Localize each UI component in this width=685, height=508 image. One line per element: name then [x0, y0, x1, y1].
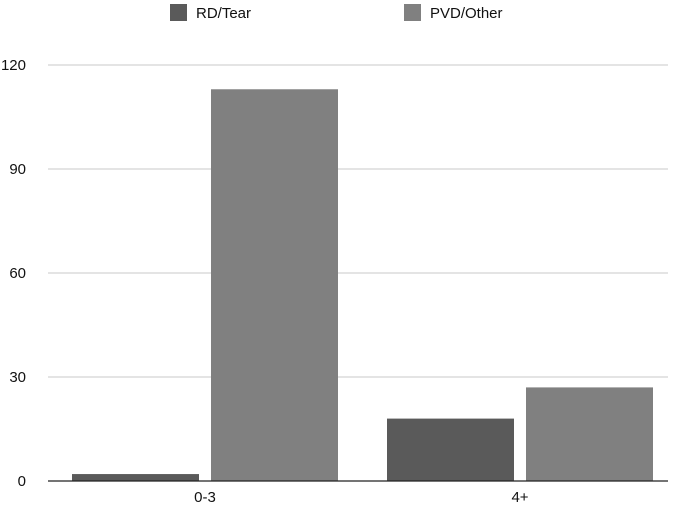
y-tick-label: 30 [9, 369, 26, 386]
bar-rd-tear-03: RD/Tear 0-3: 2 [72, 474, 199, 481]
legend-label: PVD/Other [430, 5, 503, 22]
gridlines [48, 64, 668, 378]
legend: RD/Tear PVD/Other [170, 4, 503, 22]
axes: 0 30 60 90 120 0-3 4+ [1, 57, 668, 506]
x-tick-label: 4+ [511, 489, 528, 506]
y-tick-label: 120 [1, 57, 26, 74]
bar-pvd-other-4: PVD/Other 4+: 27 [526, 387, 653, 481]
y-tick-label: 90 [9, 161, 26, 178]
legend-label: RD/Tear [196, 5, 251, 22]
y-tick-label: 60 [9, 265, 26, 282]
bar-pvd-other-03: PVD/Other 0-3: 113 [211, 89, 338, 482]
legend-swatch [170, 4, 187, 21]
bar-rd-tear-4: RD/Tear 4+: 18 [387, 418, 514, 481]
bars: RD/Tear 0-3: 2 PVD/Other 0-3: 113 RD/Tear … [72, 89, 653, 482]
x-tick-label: 0-3 [194, 489, 216, 506]
legend-swatch [404, 4, 421, 21]
y-tick-label: 0 [18, 473, 26, 490]
